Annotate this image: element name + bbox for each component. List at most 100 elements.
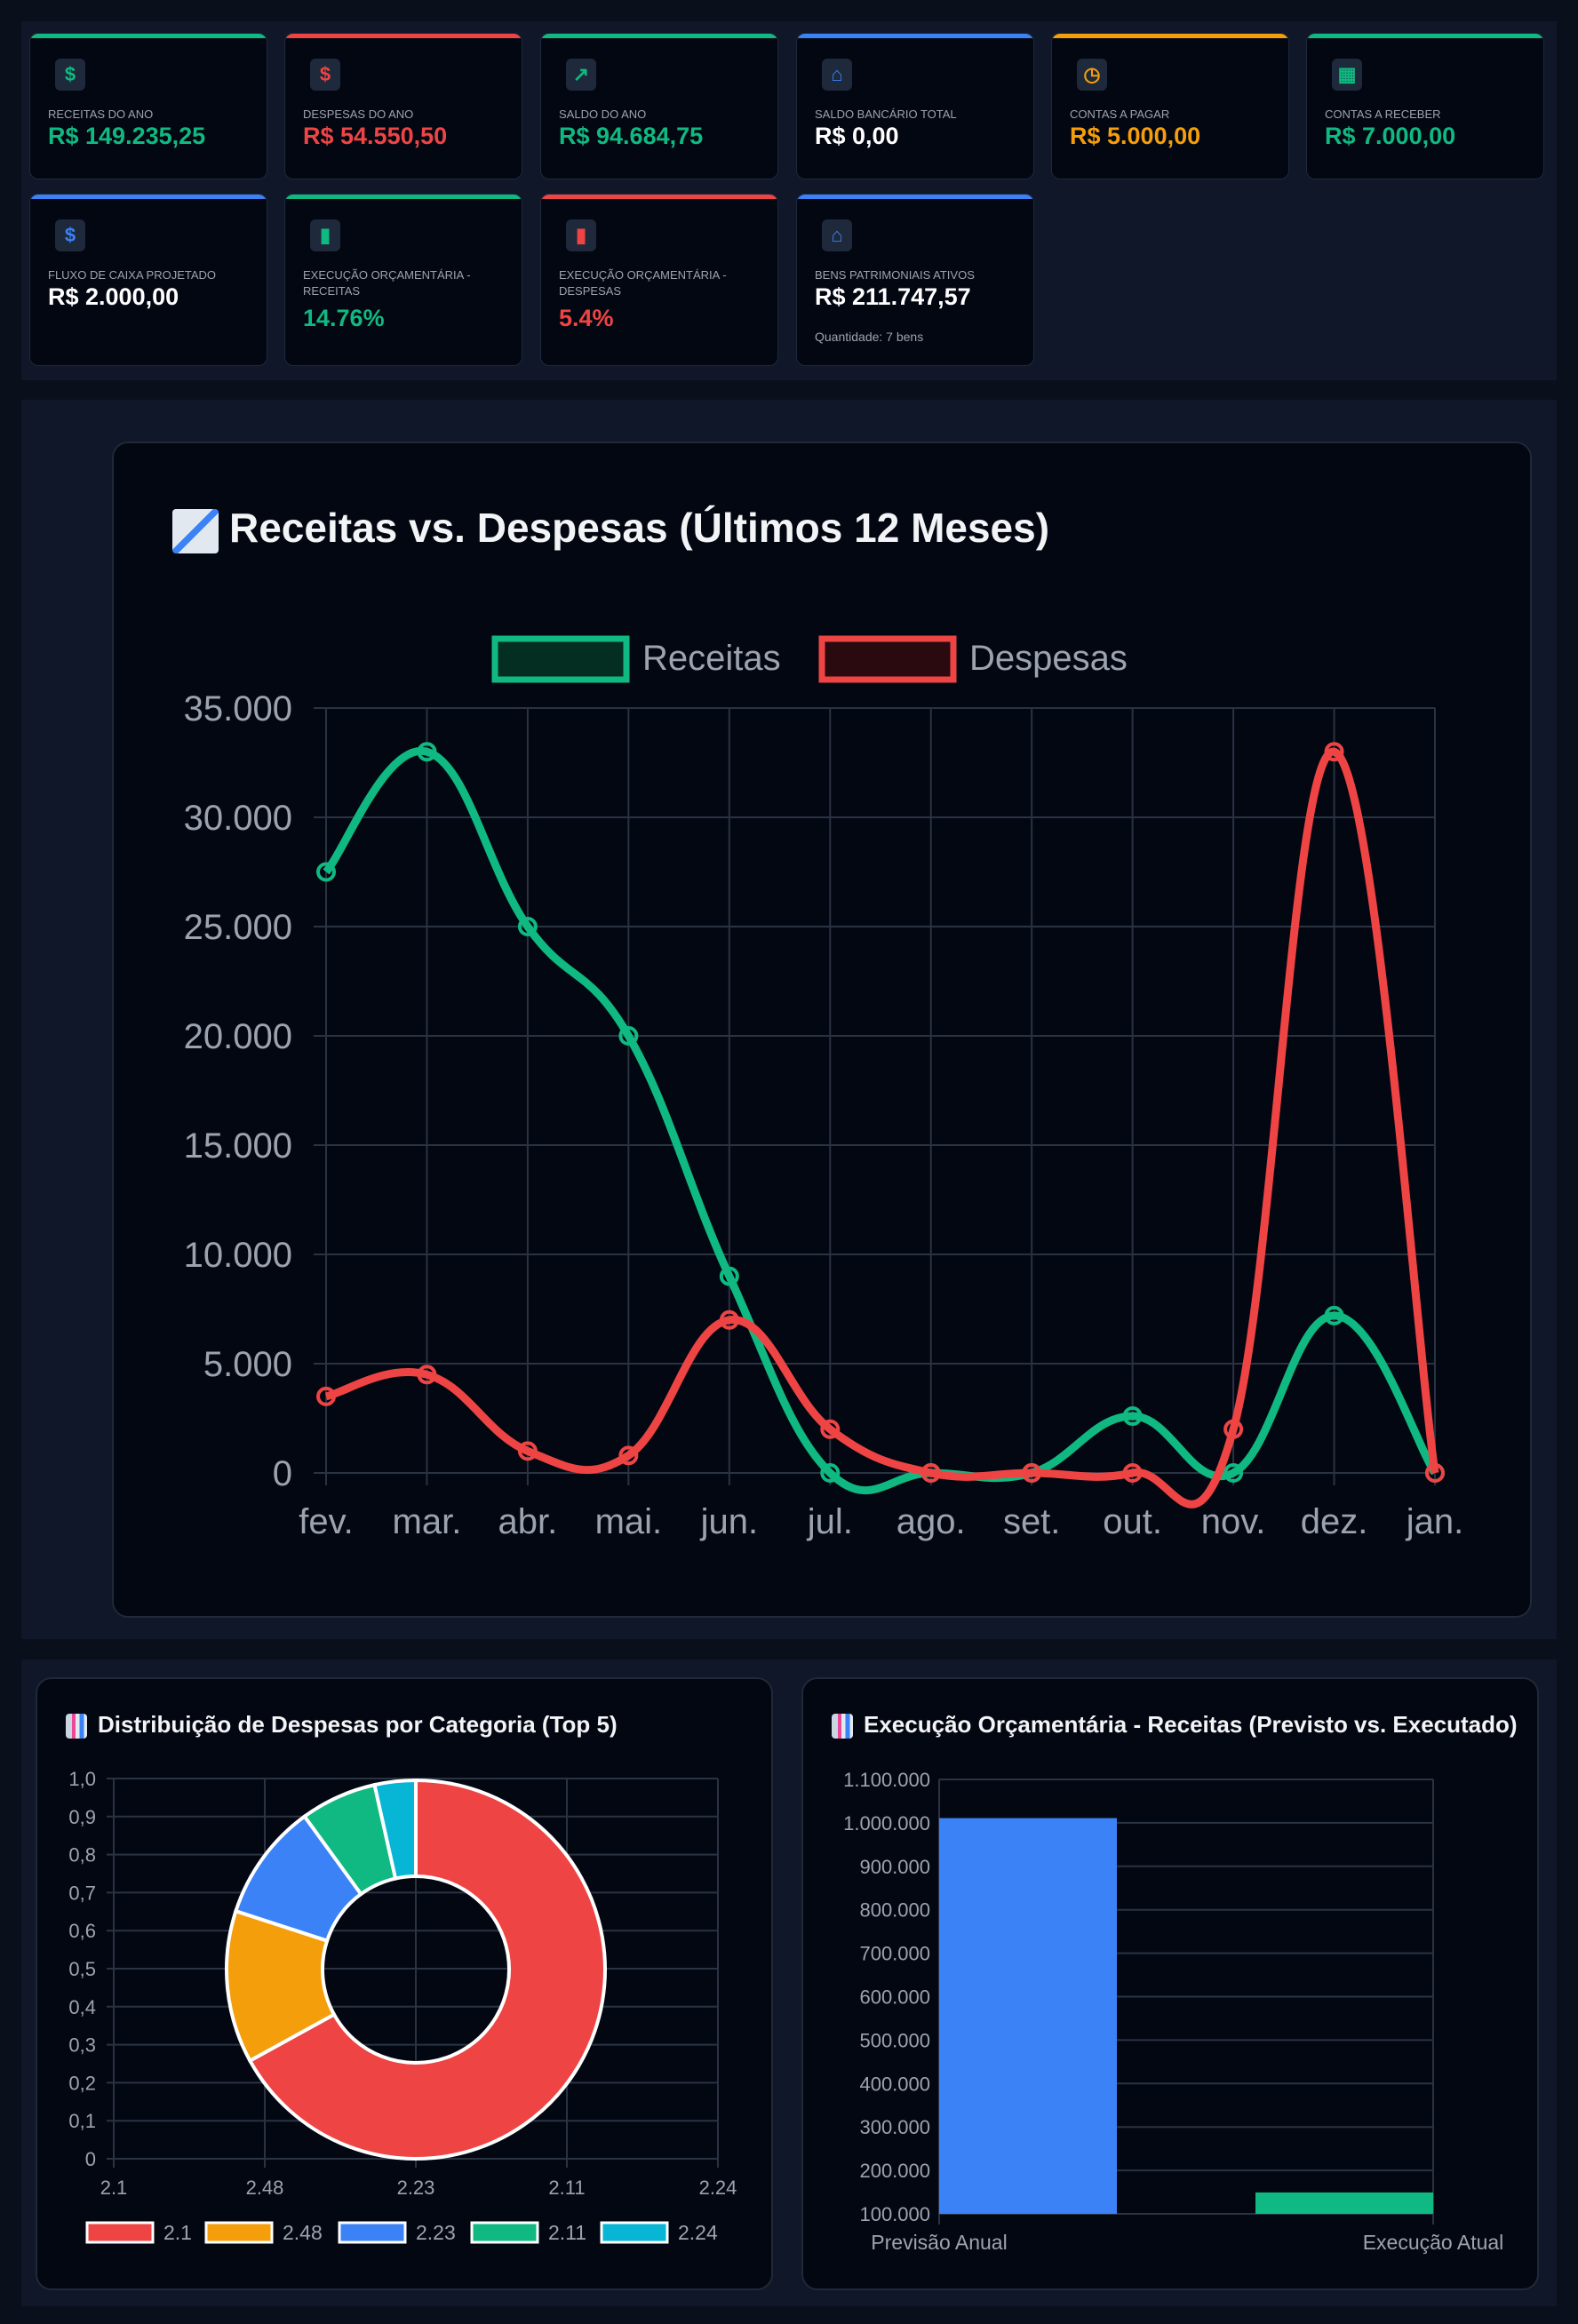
dollar-banknote-icon: $: [55, 219, 85, 251]
y-tick-label: 0: [273, 1454, 292, 1493]
data-point: [316, 1386, 336, 1406]
series-line-receitas: [323, 746, 1439, 1495]
bar-chart-icon: [66, 1714, 87, 1739]
kpi-label: Saldo do Ano: [559, 107, 647, 121]
legend-label: 2.11: [548, 2221, 586, 2244]
alarm-clock-icon: ◷: [1077, 59, 1107, 91]
data-point: [517, 1441, 538, 1461]
data-point: [618, 1445, 639, 1466]
kpi-value: R$ 0,00: [815, 123, 899, 149]
y-tick-label: 0,8: [68, 1844, 96, 1866]
legend-label: 2.48: [283, 2221, 323, 2244]
donut-slice-2.24: [372, 1778, 418, 1881]
data-point: [517, 917, 538, 936]
data-point: [1324, 742, 1344, 762]
legend-label: Receitas: [642, 639, 781, 678]
data-point: [316, 862, 336, 882]
data-point: [820, 1419, 841, 1439]
kpi-card: ◷ Contas a Pagar R$ 5.000,00: [1051, 33, 1289, 179]
chart-increasing-icon: [172, 508, 219, 553]
bar-execução-atual: [1255, 2192, 1433, 2214]
kpi-value: 5.4%: [559, 305, 614, 331]
card-accent-bar: [541, 195, 777, 199]
y-tick-label: 15.000: [184, 1126, 292, 1166]
y-tick-label: 0,2: [68, 2072, 96, 2094]
y-tick-label: 0,5: [68, 1958, 96, 1980]
bar-chart-icon: ▮: [566, 219, 596, 251]
data-point: [719, 1309, 739, 1330]
y-tick-label: 20.000: [184, 1017, 292, 1056]
x-tick-label: 2.11: [548, 2177, 585, 2199]
data-point: [417, 1365, 437, 1385]
legend-swatch: [600, 2221, 669, 2244]
kpi-value: R$ 94.684,75: [559, 123, 704, 149]
x-tick-label: jun.: [700, 1502, 759, 1541]
legend-label: 2.24: [678, 2221, 718, 2244]
card-accent-bar: [797, 34, 1033, 38]
legend-swatch: [85, 2221, 155, 2244]
bar-chart-icon: [832, 1714, 853, 1739]
y-tick-label: 300.000: [859, 2116, 930, 2138]
data-point: [820, 1463, 841, 1483]
data-point: [1122, 1463, 1143, 1483]
kpi-label: Fluxo de Caixa Projetado: [48, 268, 217, 282]
y-tick-label: 0,9: [68, 1806, 96, 1828]
kpi-label: Execução Orçamentária - Receitas: [303, 268, 471, 298]
bar-chart-icon: ▮: [310, 219, 340, 251]
data-point: [1022, 1463, 1042, 1483]
y-tick-label: 0,4: [68, 1996, 96, 2018]
card-accent-bar: [30, 195, 267, 199]
legend-label: 2.1: [163, 2221, 192, 2244]
card-accent-bar: [1307, 34, 1543, 38]
kpi-label: Receitas do Ano: [48, 107, 154, 121]
legend-label: 2.23: [416, 2221, 456, 2244]
x-tick-label: abr.: [498, 1502, 558, 1541]
x-tick-label: dez.: [1301, 1502, 1368, 1541]
kpi-card: ▦ Contas a Receber R$ 7.000,00: [1306, 33, 1544, 179]
y-tick-label: 500.000: [859, 2029, 930, 2051]
bar-chart-title-text: Execução Orçamentária - Receitas (Previs…: [864, 1711, 1518, 1738]
kpi-value: 14.76%: [303, 305, 385, 331]
card-accent-bar: [1052, 34, 1288, 38]
bar-chart-title: Execução Orçamentária - Receitas (Previs…: [832, 1711, 1518, 1739]
data-point: [1122, 1406, 1143, 1427]
y-tick-label: 30.000: [184, 799, 292, 838]
y-tick-label: 0,6: [68, 1920, 96, 1942]
classical-building-icon: ⌂: [822, 219, 852, 251]
y-tick-label: 1.100.000: [843, 1769, 930, 1791]
y-tick-label: 5.000: [203, 1345, 292, 1384]
donut-chart-title-text: Distribuição de Despesas por Categoria (…: [98, 1711, 618, 1738]
chart-increasing-icon: ↗: [566, 59, 596, 91]
money-with-wings-icon: $: [310, 59, 340, 91]
y-tick-label: 800.000: [859, 1899, 930, 1922]
kpi-label: Bens Patrimoniais Ativos: [815, 268, 975, 282]
x-tick-label: mar.: [393, 1502, 462, 1541]
x-tick-label: set.: [1003, 1502, 1060, 1541]
x-tick-label: 2.48: [246, 2177, 284, 2199]
y-tick-label: 1.000.000: [843, 1812, 930, 1835]
data-point: [1425, 1463, 1445, 1483]
kpi-value: R$ 54.550,50: [303, 123, 448, 149]
donut-slice-2.1: [247, 1778, 607, 2161]
y-tick-label: 10.000: [184, 1236, 292, 1275]
x-tick-label: mai.: [595, 1502, 663, 1541]
bar-previsão-anual: [939, 1818, 1117, 2214]
kpi-card: ▮ Execução Orçamentária - Receitas 14.76…: [284, 194, 522, 366]
kpi-value: R$ 7.000,00: [1325, 123, 1456, 149]
data-point: [1223, 1463, 1244, 1483]
x-tick-label: ago.: [897, 1502, 966, 1541]
legend-swatch: [470, 2221, 539, 2244]
y-tick-label: 100.000: [859, 2203, 930, 2225]
money-bag-icon: $: [55, 59, 85, 91]
donut-chart-title: Distribuição de Despesas por Categoria (…: [66, 1711, 618, 1739]
y-tick-label: 200.000: [859, 2160, 930, 2182]
x-tick-label: jan.: [1406, 1502, 1464, 1541]
y-tick-label: 600.000: [859, 1986, 930, 2009]
x-tick-label: out.: [1103, 1502, 1162, 1541]
y-tick-label: 900.000: [859, 1856, 930, 1878]
kpi-card: ⌂ Saldo Bancário Total R$ 0,00: [796, 33, 1034, 179]
y-tick-label: 0,3: [68, 2034, 96, 2057]
x-tick-label: 2.23: [397, 2177, 435, 2199]
kpi-label: Contas a Pagar: [1070, 107, 1170, 121]
